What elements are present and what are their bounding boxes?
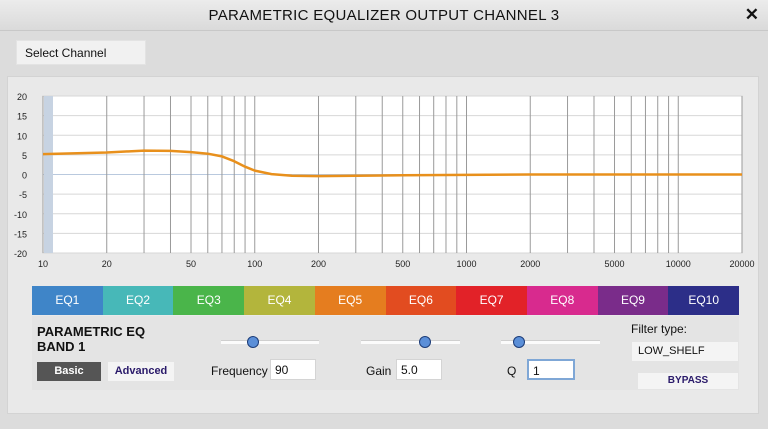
band-title-line1: PARAMETRIC EQ [37, 324, 146, 339]
chart-x-tick-label: 10000 [666, 259, 691, 269]
eq-tab-3[interactable]: EQ3 [173, 286, 245, 315]
chart-y-tick-label: 15 [17, 112, 27, 122]
frequency-label: Frequency [211, 364, 268, 378]
gain-label: Gain [366, 364, 392, 378]
eq-tab-10[interactable]: EQ10 [668, 286, 740, 315]
chart-left-bar [44, 96, 53, 253]
band-title-line2: BAND 1 [37, 339, 86, 354]
q-input[interactable]: 1 [527, 359, 575, 380]
frequency-slider[interactable] [221, 336, 319, 348]
close-icon[interactable]: ✕ [744, 5, 759, 24]
chart-y-tick-label: 5 [22, 151, 27, 161]
q-slider[interactable] [501, 336, 600, 348]
filter-type-select[interactable]: LOW_SHELF [632, 342, 738, 361]
eq-tab-9[interactable]: EQ9 [597, 286, 669, 315]
eq-tab-7[interactable]: EQ7 [456, 286, 527, 315]
gain-input[interactable]: 5.0 [396, 359, 442, 380]
eq-tab-4[interactable]: EQ4 [244, 286, 315, 315]
chart-x-tick-label: 200 [311, 259, 326, 269]
chart-x-tick-label: 2000 [520, 259, 540, 269]
chart-y-tick-label: -20 [14, 249, 27, 259]
chart-x-tick-label: 100 [247, 259, 262, 269]
eq-tab-2[interactable]: EQ2 [102, 286, 174, 315]
chart-x-tick-label: 20000 [729, 259, 754, 269]
chart-x-tick-label: 1000 [456, 259, 476, 269]
select-channel-button[interactable]: Select Channel [16, 40, 146, 65]
filter-type-label: Filter type: [631, 322, 688, 336]
chart-y-tick-label: 20 [17, 92, 27, 102]
eq-tab-5[interactable]: EQ5 [314, 286, 386, 315]
chart-x-tick-label: 20 [102, 259, 112, 269]
chart-y-tick-label: -5 [19, 190, 27, 200]
chart-y-tick-label: 10 [17, 131, 27, 141]
chart-x-tick-label: 5000 [604, 259, 624, 269]
gain-slider-knob[interactable] [419, 336, 431, 348]
chart-x-tick-label: 10 [38, 259, 48, 269]
band-title: PARAMETRIC EQ BAND 1 [37, 324, 145, 354]
chart-x-tick-label: 500 [395, 259, 410, 269]
basic-mode-button[interactable]: Basic [37, 362, 101, 381]
eq-band-tabs: EQ1 EQ2 EQ3 EQ4 EQ5 EQ6 EQ7 EQ8 EQ9 EQ10 [32, 286, 740, 315]
frequency-slider-knob[interactable] [247, 336, 259, 348]
advanced-mode-button[interactable]: Advanced [108, 362, 174, 381]
chart-y-tick-label: -10 [14, 210, 27, 220]
chart-y-tick-label: 0 [22, 171, 27, 181]
gain-slider[interactable] [361, 336, 460, 348]
eq-tab-8[interactable]: EQ8 [526, 286, 598, 315]
chart-y-tick-label: -15 [14, 229, 27, 239]
eq-tab-6[interactable]: EQ6 [385, 286, 457, 315]
title-bar: PARAMETRIC EQUALIZER OUTPUT CHANNEL 3 ✕ [0, 0, 768, 31]
eq-tab-1[interactable]: EQ1 [32, 286, 103, 315]
bypass-button[interactable]: BYPASS [638, 373, 738, 389]
chart-series-line [42, 149, 742, 178]
window-title: PARAMETRIC EQUALIZER OUTPUT CHANNEL 3 [208, 7, 560, 24]
q-slider-knob[interactable] [513, 336, 525, 348]
chart-x-tick-label: 50 [186, 259, 196, 269]
q-label: Q [507, 364, 517, 378]
frequency-input[interactable]: 90 [270, 359, 316, 380]
